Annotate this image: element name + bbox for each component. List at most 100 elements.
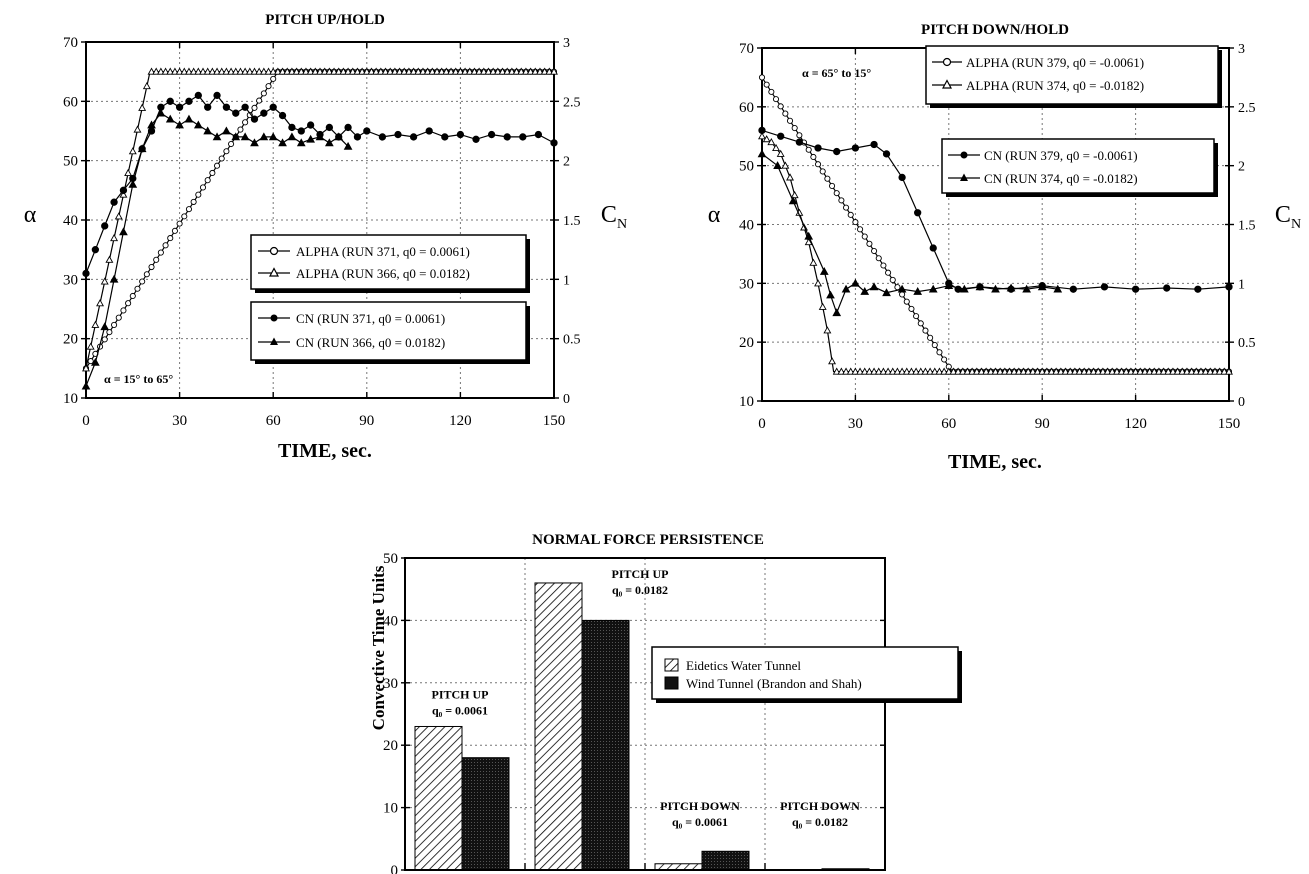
y2-tick-label: 2.5 (563, 95, 581, 110)
data-point (977, 367, 986, 375)
data-point (171, 227, 178, 234)
data-point (194, 67, 203, 75)
data-point (935, 367, 944, 375)
data-point (100, 322, 110, 331)
data-point (236, 67, 245, 75)
data-point (912, 367, 921, 375)
plot-area: 0 30 60 90 120 150 10 20 30 40 50 60 70 0 0.5 1 1.5 2 2.5 3 (739, 41, 1256, 432)
data-point (315, 132, 325, 141)
x-tick-label: 150 (543, 413, 566, 429)
data-point (899, 291, 906, 298)
legend-entry: ALPHA (RUN 371, q0 = 0.0061) (296, 244, 470, 259)
data-point (447, 67, 456, 75)
data-point (776, 149, 785, 157)
data-point (363, 127, 371, 135)
data-point (818, 302, 827, 310)
data-point (259, 67, 268, 75)
data-point (790, 190, 799, 199)
x-axis-label: TIME, sec. (278, 440, 372, 462)
data-point (231, 67, 240, 75)
data-point (287, 132, 297, 141)
data-point (534, 130, 543, 139)
data-point (874, 367, 883, 375)
data-point (232, 109, 240, 117)
data-point (852, 219, 859, 226)
y-tick-label: 10 (739, 394, 754, 410)
y-tick-label: 70 (63, 35, 78, 51)
x-tick-label: 0 (758, 416, 766, 432)
data-point (777, 103, 784, 110)
data-point (804, 231, 814, 240)
data-point (826, 290, 835, 299)
data-point (786, 173, 794, 181)
data-point (115, 314, 122, 321)
data-point (1080, 367, 1089, 375)
data-point (306, 67, 315, 75)
data-point (796, 132, 803, 139)
legend-marker-circle-open (269, 246, 279, 256)
data-point (882, 288, 891, 297)
cn-axis-label: CN (1275, 202, 1301, 232)
legend-entry: CN (RUN 366, q0 = 0.0182) (296, 335, 445, 350)
data-point (143, 271, 150, 278)
legend-entry: Eidetics Water Tunnel (686, 658, 801, 673)
data-point (1108, 367, 1117, 375)
bar-group-label: PITCH DOWN (780, 799, 860, 813)
data-point (227, 67, 236, 75)
data-point (128, 147, 137, 155)
data-point (270, 75, 277, 82)
data-point (87, 358, 94, 365)
data-point (339, 67, 348, 75)
y2-tick-label: 1.5 (563, 214, 581, 229)
data-point (917, 320, 924, 327)
legend-entry: CN (RUN 374, q0 = -0.0182) (984, 171, 1138, 186)
data-point (139, 278, 146, 285)
data-point (199, 67, 207, 75)
data-point (968, 367, 977, 375)
data-point (217, 67, 226, 75)
y-tick-label: 50 (383, 551, 398, 567)
data-point (875, 255, 882, 262)
data-point (259, 132, 269, 141)
plot-area: 0 30 60 90 120 150 10 20 30 40 50 60 70 0 0.5 1 1.5 2 2.5 3 (63, 35, 581, 429)
data-point (870, 140, 878, 149)
data-point (334, 132, 344, 141)
data-point (1164, 367, 1173, 375)
bar-group-sublabel: q₀ = 0.0182 (792, 815, 848, 829)
data-point (283, 67, 292, 75)
data-point (138, 103, 147, 111)
data-point (82, 364, 90, 372)
data-point (880, 262, 887, 269)
data-point (1183, 367, 1191, 375)
data-point (526, 67, 535, 75)
range-annotation: α = 65° to 15° (802, 66, 871, 80)
data-point (986, 367, 995, 375)
series (82, 67, 558, 372)
data-point (879, 367, 888, 375)
data-point (1192, 367, 1201, 375)
data-point (1220, 367, 1229, 375)
data-point (241, 103, 249, 111)
data-point (865, 367, 874, 375)
data-point (1100, 283, 1109, 291)
data-point (856, 367, 865, 375)
data-point (222, 67, 231, 75)
data-point (846, 367, 855, 375)
y-tick-label: 30 (63, 272, 78, 288)
legend-entry: CN (RUN 371, q0 = 0.0061) (296, 311, 445, 326)
data-point (394, 130, 402, 139)
data-point (213, 162, 221, 169)
data-point (297, 67, 306, 75)
bar-group-label: PITCH DOWN (660, 799, 740, 813)
data-point (1136, 367, 1145, 375)
data-point (334, 67, 343, 75)
data-point (1052, 367, 1061, 375)
data-point (1038, 367, 1047, 375)
data-point (1131, 285, 1140, 293)
data-point (898, 367, 907, 375)
data-point (936, 349, 943, 356)
data-point (1070, 367, 1079, 375)
data-point (828, 357, 837, 365)
alpha-axis-label: α (24, 202, 37, 228)
data-point (256, 97, 263, 104)
